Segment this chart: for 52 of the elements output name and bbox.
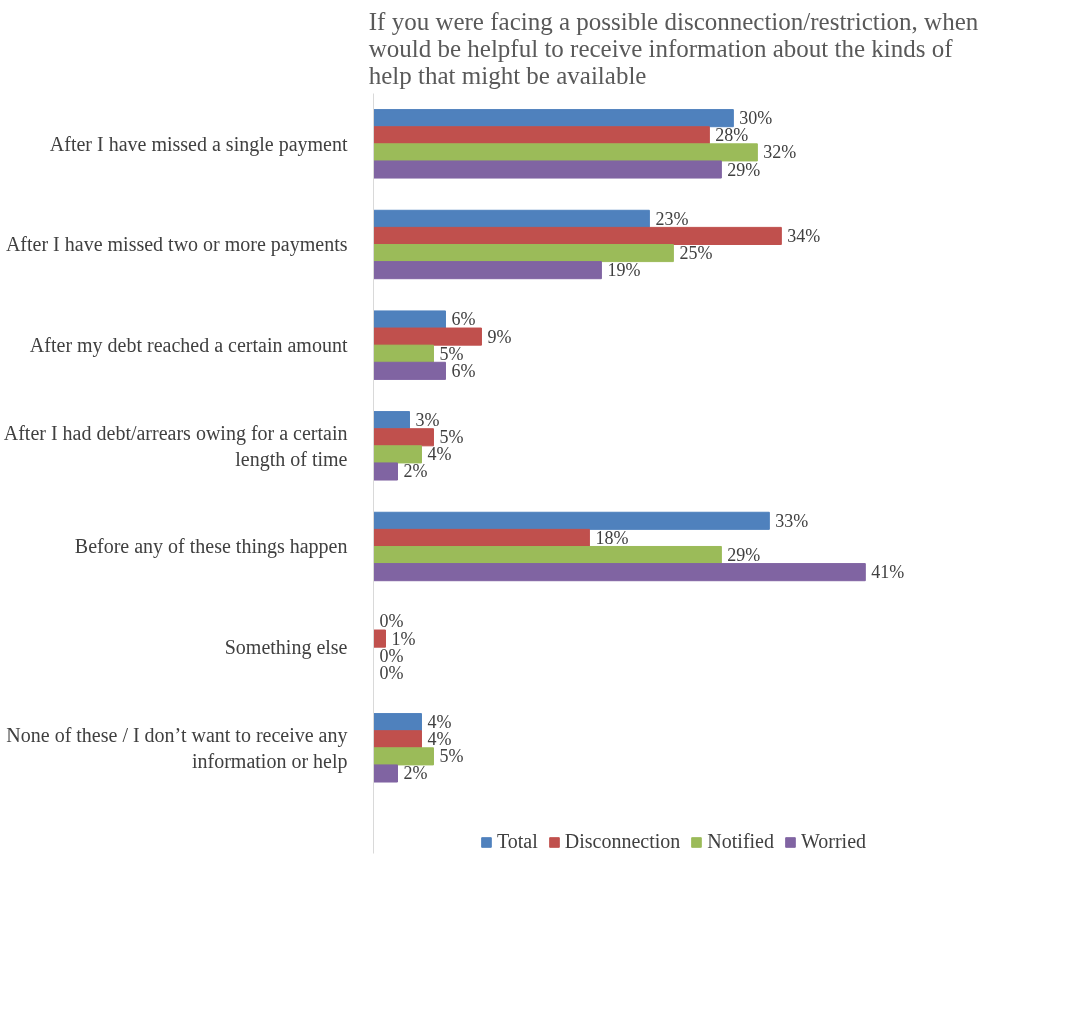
bar bbox=[373, 713, 422, 732]
legend-label: Notified bbox=[707, 830, 774, 853]
bar bbox=[373, 428, 434, 447]
bar bbox=[373, 764, 398, 783]
bar bbox=[373, 445, 422, 464]
bar bbox=[373, 243, 674, 263]
bar bbox=[373, 209, 650, 228]
bar bbox=[373, 310, 446, 329]
data-label: 6% bbox=[451, 309, 476, 330]
bar bbox=[373, 126, 710, 145]
data-label: 2% bbox=[403, 461, 428, 482]
legend-label: Worried bbox=[800, 830, 867, 853]
bar bbox=[373, 629, 386, 648]
bar bbox=[373, 462, 398, 481]
data-label: 25% bbox=[679, 243, 713, 264]
y-tick-label: After I have missed two or more payments bbox=[5, 233, 348, 257]
bar bbox=[373, 226, 782, 245]
data-label: 2% bbox=[403, 763, 428, 784]
bar bbox=[373, 261, 602, 280]
data-label: 19% bbox=[607, 260, 641, 281]
y-tick-label: After I have missed a single payment bbox=[49, 132, 348, 156]
legend-label: Disconnection bbox=[564, 830, 681, 853]
data-label: 34% bbox=[787, 225, 821, 246]
data-label: 3% bbox=[415, 410, 440, 431]
data-label: 29% bbox=[727, 545, 761, 566]
data-label: 9% bbox=[487, 326, 512, 347]
bar bbox=[373, 143, 758, 162]
bar bbox=[373, 109, 734, 128]
data-label: 41% bbox=[871, 562, 905, 583]
y-tick-label: Before any of these things happen bbox=[74, 535, 348, 559]
bar bbox=[373, 563, 866, 582]
bar bbox=[373, 747, 434, 766]
chart-title: If you were facing a possible disconnection/restriction, when would be helpful to receive information about the kinds of help that might be available bbox=[368, 7, 979, 89]
y-tick-label: Something else bbox=[224, 636, 348, 660]
data-label: 29% bbox=[727, 159, 761, 180]
bar bbox=[373, 344, 434, 363]
bar bbox=[373, 160, 722, 179]
bar bbox=[373, 361, 446, 380]
data-label: 23% bbox=[655, 208, 689, 229]
bar bbox=[373, 545, 722, 565]
bar bbox=[373, 730, 422, 749]
data-label: 18% bbox=[595, 527, 629, 548]
legend-label: Total bbox=[496, 830, 538, 853]
y-tick-label: None of these / I don’t want to receive any information or help bbox=[6, 723, 348, 773]
bar bbox=[373, 327, 482, 346]
bar bbox=[373, 411, 410, 430]
data-label: 32% bbox=[763, 142, 797, 163]
bar bbox=[373, 511, 770, 530]
y-tick-label: After my debt reached a certain amount bbox=[29, 334, 348, 358]
data-label: 33% bbox=[775, 510, 809, 531]
bar bbox=[373, 528, 590, 547]
y-tick-label: After I had debt/arrears owing for a certain length of time bbox=[3, 421, 348, 472]
